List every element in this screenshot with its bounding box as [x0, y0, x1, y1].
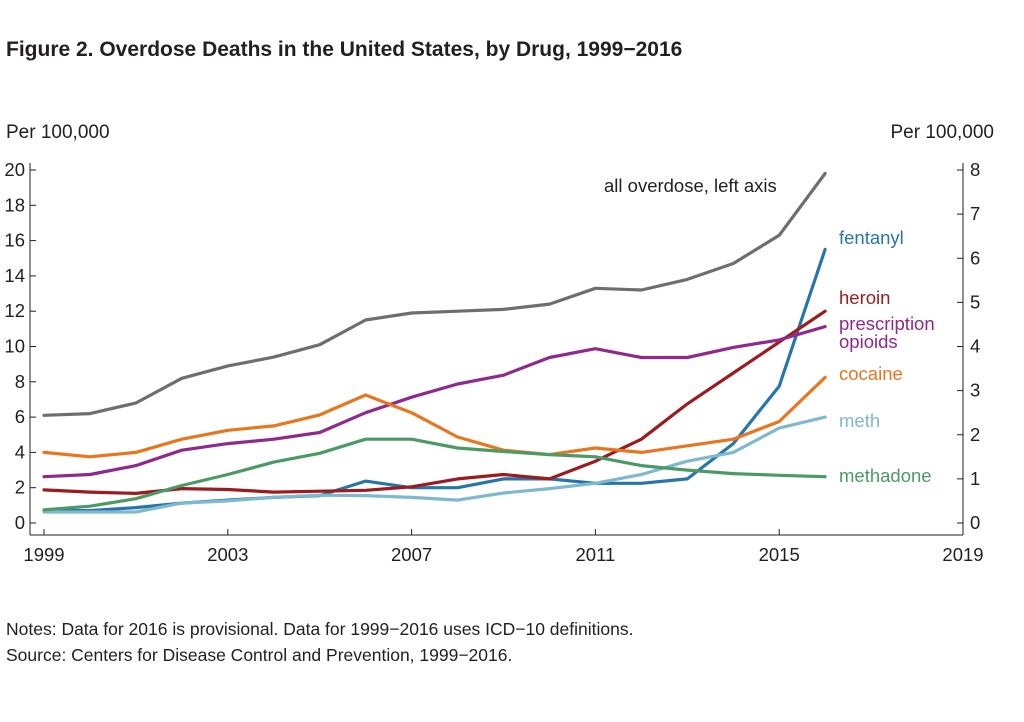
x-tick-label: 2015: [759, 544, 800, 565]
right-tick-label: 7: [970, 203, 980, 224]
series-line-heroin: [42, 309, 827, 495]
series-label-fentanyl: fentanyl: [839, 227, 904, 248]
chart-source: Source: Centers for Disease Control and …: [6, 645, 513, 665]
series-line-prescription-opioids: [42, 325, 827, 479]
left-tick-label: 4: [15, 441, 25, 462]
series-line-methadone: [42, 437, 827, 512]
chart-title: Figure 2. Overdose Deaths in the United …: [6, 38, 683, 61]
left-tick-label: 14: [4, 265, 25, 286]
series-label-prescription-opioids: prescription: [839, 313, 935, 334]
series-line-cocaine: [42, 375, 827, 459]
series-label-methadone: methadone: [839, 465, 932, 486]
left-axis-unit: Per 100,000: [6, 122, 110, 143]
series-label-meth: meth: [839, 410, 880, 431]
right-tick-label: 4: [970, 336, 980, 357]
left-tick-label: 20: [4, 159, 25, 180]
x-tick-label: 2011: [576, 544, 616, 565]
right-tick-label: 0: [970, 512, 980, 533]
right-tick-label: 5: [970, 291, 980, 312]
series-line-meth: [42, 415, 827, 514]
chart-notes: Notes: Data for 2016 is provisional. Dat…: [6, 619, 634, 639]
right-tick-label: 1: [970, 468, 980, 489]
left-tick-label: 16: [4, 230, 25, 251]
left-tick-label: 6: [15, 406, 25, 427]
right-axis-unit: Per 100,000: [890, 122, 994, 143]
left-tick-label: 18: [4, 194, 25, 215]
series-label-prescription-opioids: opioids: [839, 331, 898, 352]
x-tick-label: 1999: [23, 544, 64, 565]
left-tick-label: 0: [15, 512, 25, 533]
right-tick-label: 3: [970, 380, 980, 401]
right-tick-label: 8: [970, 159, 980, 180]
left-tick-label: 2: [15, 477, 25, 498]
right-tick-label: 6: [970, 247, 980, 268]
series-label-heroin: heroin: [839, 287, 890, 308]
right-tick-label: 2: [970, 424, 980, 445]
series-label-cocaine: cocaine: [839, 363, 903, 384]
series-label-all-overdose-left-axis: all overdose, left axis: [604, 175, 777, 196]
left-tick-label: 8: [15, 371, 25, 392]
x-tick-label: 2003: [207, 544, 248, 565]
series-line-all-overdose-left-axis: [42, 171, 827, 417]
left-tick-label: 10: [4, 336, 25, 357]
x-tick-label: 2019: [942, 544, 983, 565]
left-tick-label: 12: [4, 300, 25, 321]
x-tick-label: 2007: [391, 544, 432, 565]
